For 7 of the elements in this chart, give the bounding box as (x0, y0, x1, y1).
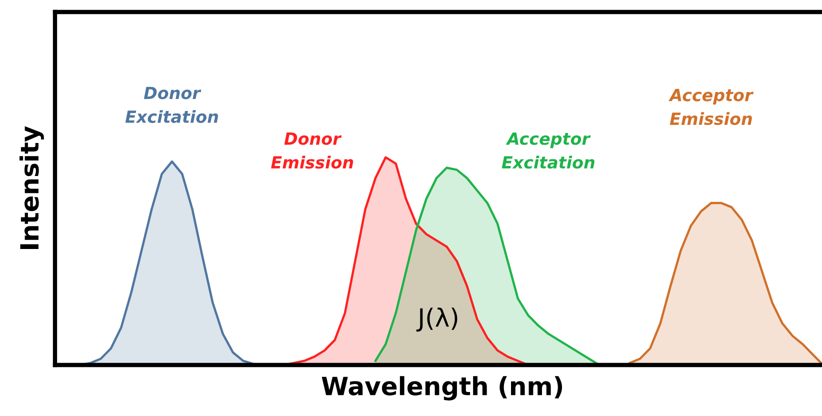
series-label: Acceptor Excitation (502, 132, 594, 169)
y-axis-title: Intensity (20, 126, 44, 249)
series-label: Donor Emission (271, 132, 354, 169)
text: Acceptor Emission (668, 88, 754, 126)
annotation: J(λ) (416, 308, 458, 332)
text: Donor Excitation (125, 86, 218, 123)
x-axis-title: Wavelength (nm) (322, 376, 562, 400)
